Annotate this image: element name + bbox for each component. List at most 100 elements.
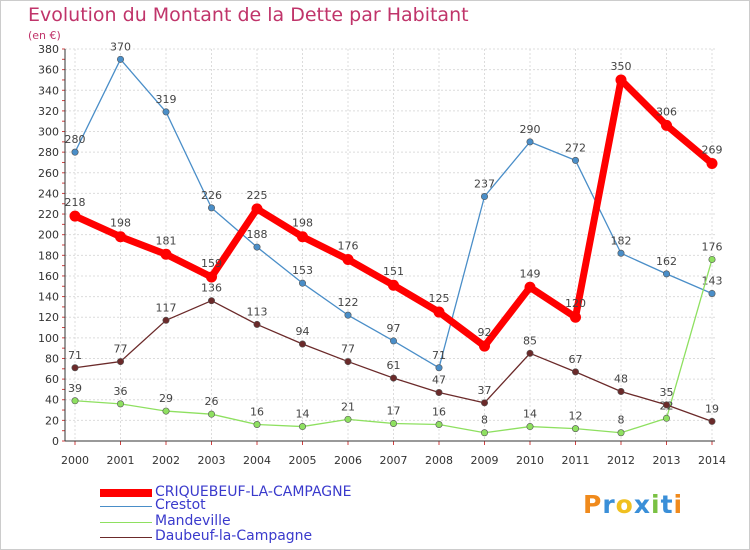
data-point-1 [253, 243, 261, 251]
y-tick-label: 240 [38, 187, 59, 200]
data-label-2: 17 [387, 404, 401, 417]
chart-title: Evolution du Montant de la Dette par Hab… [28, 4, 469, 26]
data-label-1: 370 [110, 40, 131, 53]
y-tick-label: 160 [38, 270, 59, 283]
data-point-1 [571, 156, 579, 164]
data-label-3: 35 [660, 386, 674, 399]
y-tick-label: 320 [38, 105, 59, 118]
data-point-1 [71, 148, 79, 156]
data-point-3 [117, 358, 125, 366]
data-point-2 [708, 255, 716, 263]
data-label-0: 159 [201, 257, 222, 270]
data-point-3 [208, 297, 216, 305]
y-tick-label: 40 [45, 394, 59, 407]
data-point-2 [162, 407, 170, 415]
data-point-3 [389, 374, 397, 382]
data-label-1: 162 [656, 255, 677, 268]
data-label-1: 280 [65, 133, 86, 146]
data-label-3: 136 [201, 282, 222, 295]
data-label-2: 39 [68, 382, 82, 395]
data-label-0: 269 [702, 144, 723, 157]
x-tick-label: 2003 [198, 454, 226, 467]
logo-letter: t [660, 490, 674, 519]
data-point-0 [160, 248, 172, 260]
data-label-2: 29 [159, 392, 173, 405]
data-label-3: 37 [478, 384, 492, 397]
data-point-1 [526, 138, 534, 146]
data-label-3: 94 [296, 325, 310, 338]
data-point-3 [571, 368, 579, 376]
data-label-2: 16 [432, 405, 446, 418]
data-point-3 [708, 417, 716, 425]
data-point-2 [571, 425, 579, 433]
data-point-1 [389, 337, 397, 345]
x-tick-label: 2000 [61, 454, 89, 467]
data-label-0: 120 [565, 297, 586, 310]
data-label-2: 26 [205, 395, 219, 408]
data-label-3: 77 [114, 343, 128, 356]
data-point-2 [617, 429, 625, 437]
data-label-3: 48 [614, 372, 628, 385]
y-tick-label: 0 [52, 435, 59, 448]
legend-label-mandeville: Mandeville [155, 513, 231, 529]
data-point-2 [435, 420, 443, 428]
data-label-3: 47 [432, 374, 446, 387]
logo-letter: o [615, 490, 634, 519]
y-tick-label: 60 [45, 373, 59, 386]
data-point-2 [526, 423, 534, 431]
proxiti-logo: Proxiti [583, 490, 683, 519]
data-point-1 [208, 204, 216, 212]
data-point-1 [480, 193, 488, 201]
data-point-1 [344, 311, 352, 319]
data-point-2 [298, 423, 306, 431]
logo-letter: x [633, 490, 651, 519]
data-label-3: 61 [387, 359, 401, 372]
data-label-1: 319 [156, 93, 177, 106]
data-label-2: 14 [523, 408, 537, 421]
data-label-2: 16 [250, 405, 264, 418]
x-tick-label: 2008 [425, 454, 453, 467]
data-point-3 [526, 349, 534, 357]
data-label-2: 176 [702, 240, 723, 253]
data-point-0 [479, 340, 490, 352]
data-point-3 [344, 358, 352, 366]
data-point-0 [524, 281, 536, 293]
x-tick-label: 2005 [289, 454, 317, 467]
data-label-0: 218 [65, 196, 86, 209]
data-label-2: 8 [481, 414, 488, 427]
data-label-2: 12 [569, 410, 583, 423]
data-point-3 [253, 320, 261, 328]
y-tick-label: 380 [38, 43, 59, 56]
data-label-3: 71 [68, 349, 82, 362]
y-tick-label: 340 [38, 84, 59, 97]
data-point-0 [342, 253, 354, 265]
data-point-1 [708, 289, 716, 297]
legend-swatch-crestot [100, 506, 152, 507]
y-tick-label: 360 [38, 64, 59, 77]
logo-letter: i [673, 490, 684, 519]
data-label-0: 350 [611, 60, 632, 73]
data-label-1: 153 [292, 264, 313, 277]
data-point-0 [661, 119, 672, 131]
data-label-0: 198 [110, 217, 131, 230]
x-tick-label: 2013 [653, 454, 681, 467]
data-point-0 [570, 311, 581, 323]
x-tick-label: 2009 [471, 454, 499, 467]
data-point-0 [251, 203, 263, 215]
data-point-2 [344, 415, 352, 423]
data-label-3: 77 [341, 343, 355, 356]
data-point-3 [435, 389, 443, 397]
data-label-3: 67 [569, 353, 583, 366]
y-tick-label: 280 [38, 146, 59, 159]
data-label-1: 188 [247, 228, 268, 241]
data-label-3: 117 [156, 301, 177, 314]
data-point-0 [706, 158, 718, 170]
data-point-3 [480, 399, 488, 407]
legend-swatch-criquebeuf [100, 489, 152, 497]
data-point-1 [298, 279, 306, 287]
x-tick-label: 2007 [380, 454, 408, 467]
data-point-0 [69, 210, 81, 222]
y-tick-label: 100 [38, 332, 59, 345]
data-label-1: 290 [520, 123, 541, 136]
data-label-0: 181 [156, 234, 177, 247]
